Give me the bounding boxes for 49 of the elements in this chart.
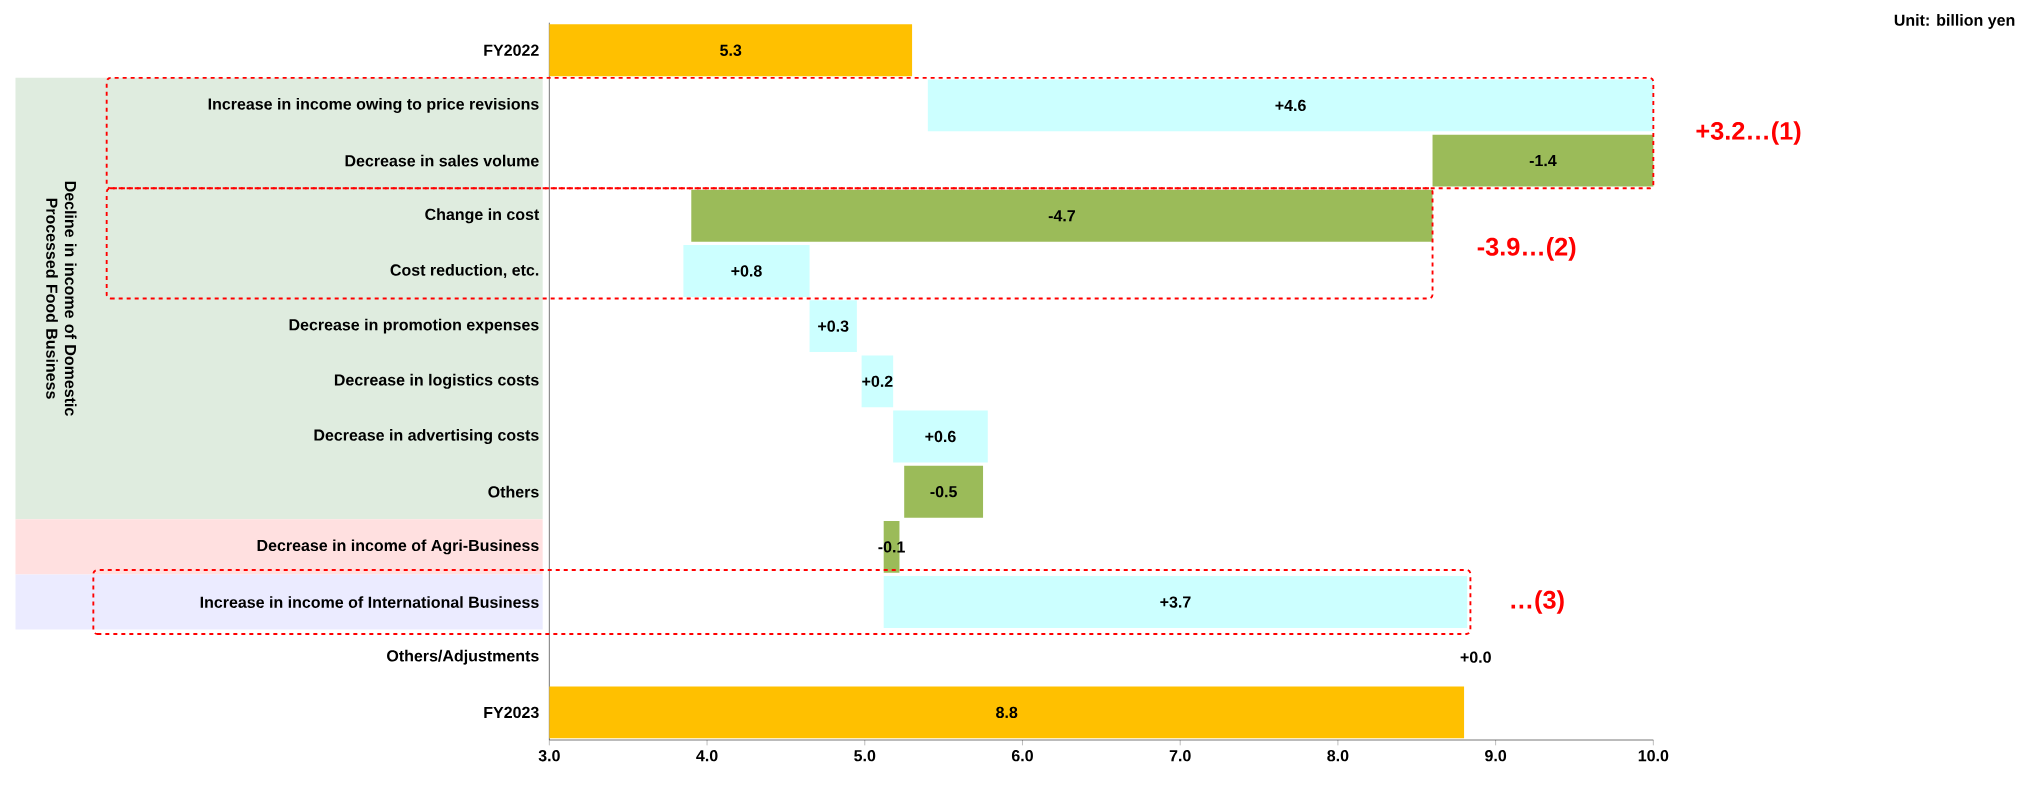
data-label: -0.5 [930, 485, 957, 498]
x-tick-label: 9.0 [1485, 749, 1507, 762]
x-tick-label: 3.0 [538, 749, 560, 762]
data-label: -4.7 [1048, 210, 1075, 222]
bar [683, 244, 810, 297]
y-tick-label: Decrease in advertising costs [314, 428, 539, 444]
y-tick-label: FY2022 [484, 44, 539, 56]
bar [904, 465, 984, 518]
x-tick-label: 5.0 [854, 749, 876, 762]
bar [809, 300, 857, 352]
text: Unit: billion yen [1894, 13, 2015, 29]
x-tick-label: 10.0 [1638, 749, 1669, 762]
data-label: -1.4 [1529, 154, 1557, 166]
data-label: +0.6 [925, 430, 956, 443]
y-tick-label: Others/Adjustments [387, 649, 539, 665]
annotation: -3.9…(2) [1477, 236, 1576, 261]
y-tick-label: Decrease in sales volume [345, 154, 539, 167]
y-tick-label: Others [488, 485, 539, 498]
bar [883, 575, 1468, 628]
y-tick-label: Decrease in logistics costs [334, 373, 539, 389]
bar [549, 686, 1465, 739]
data-label: +3.7 [1160, 596, 1191, 608]
bar [691, 189, 1433, 242]
y-tick-label: FY2023 [484, 706, 539, 718]
y-tick-label: Decrease in income of Agri-Business [257, 539, 539, 555]
bar [927, 79, 1654, 132]
y-tick-label: Increase in income of International Business [200, 596, 539, 608]
annotation: +0.0 [1460, 651, 1491, 663]
text: Decline in income of Domestic Processed Food Business [46, 181, 77, 416]
data-label: 8.8 [996, 706, 1018, 718]
x-tick-label: 4.0 [696, 749, 718, 762]
data-label: +0.2 [862, 375, 893, 387]
bar [1432, 134, 1654, 187]
data-label: 5.3 [720, 44, 742, 56]
bar [861, 355, 894, 408]
y-tick-label: Change in cost [425, 208, 540, 224]
x-tick-label: 6.0 [1011, 749, 1033, 762]
x-tick-label: 7.0 [1169, 749, 1191, 762]
y-tick-label: Increase in income owing to price revisions [208, 97, 539, 113]
text: +3.2…(1) [1696, 121, 1801, 145]
bar [893, 410, 988, 463]
y-tick-label: Cost reduction, etc. [390, 263, 539, 278]
data-label: +0.3 [818, 320, 849, 332]
data-label: +0.8 [731, 265, 762, 277]
annotation: …(3) [1511, 590, 1564, 614]
y-tick-label: Decrease in promotion expenses [289, 318, 539, 334]
x-tick-label: 8.0 [1327, 749, 1349, 762]
data-label: +4.6 [1275, 99, 1306, 111]
bar [549, 24, 913, 77]
